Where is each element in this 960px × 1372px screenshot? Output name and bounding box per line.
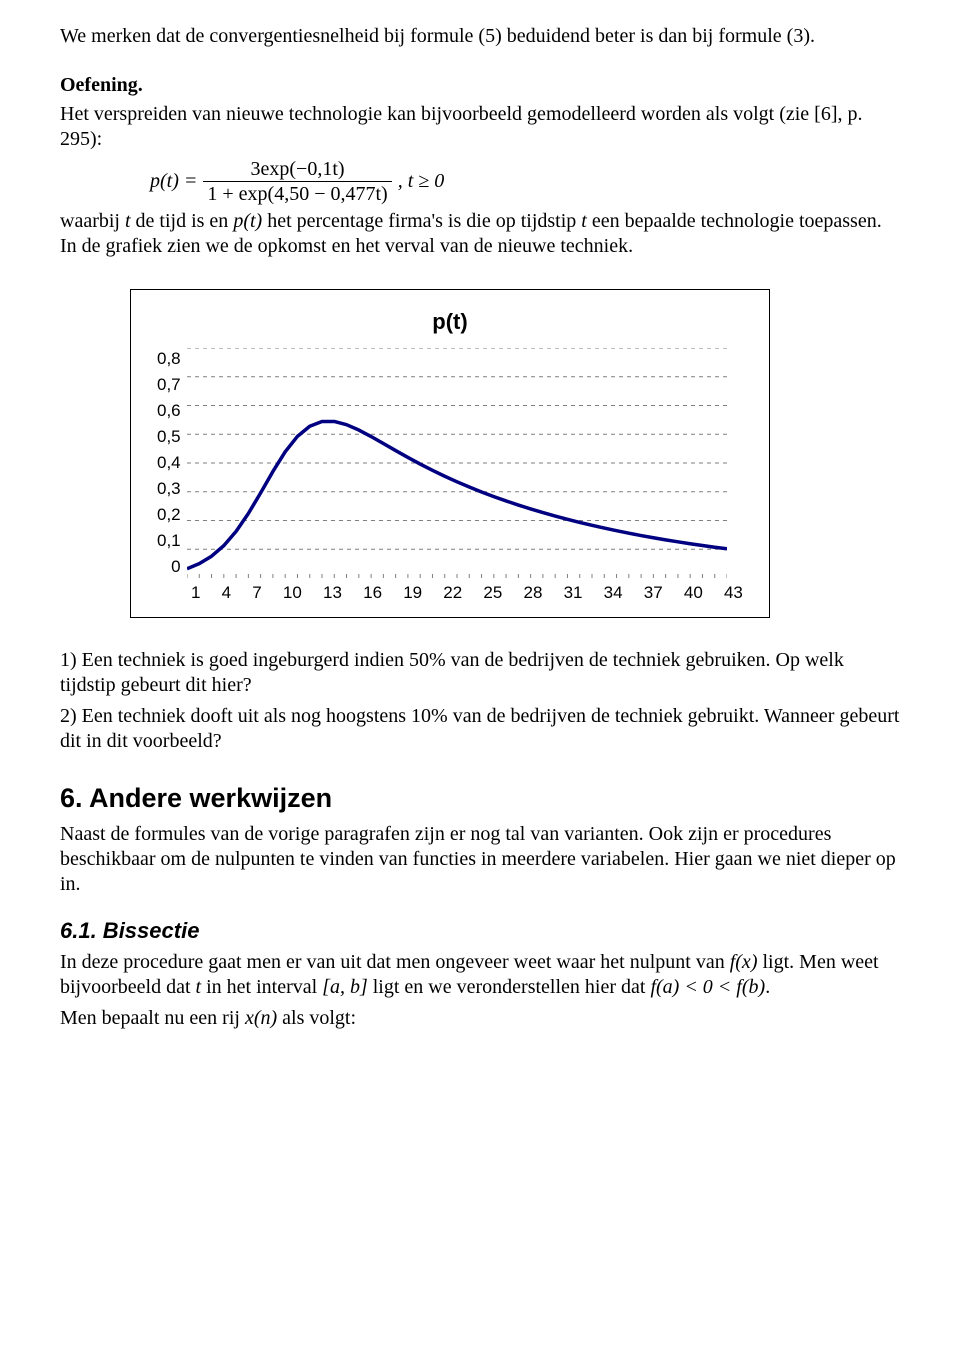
text: in het interval <box>201 976 322 998</box>
y-tick-label: 0 <box>171 556 180 577</box>
interval-ab: [a, b] <box>322 976 368 998</box>
var-fx: f(x) <box>730 951 758 973</box>
question-2: 2) Een techniek dooft uit als nog hoogst… <box>60 704 900 754</box>
y-tick-label: 0,7 <box>157 374 181 395</box>
exercise-heading: Oefening. <box>60 73 900 98</box>
section-6-paragraph: Naast de formules van de vorige paragraf… <box>60 822 900 897</box>
text: . <box>765 976 770 998</box>
formula-lhs: p(t) = <box>150 169 197 194</box>
formula-pt: p(t) = 3exp(−0,1t) 1 + exp(4,50 − 0,477t… <box>150 158 900 205</box>
x-tick-label: 4 <box>222 582 231 603</box>
y-tick-label: 0,3 <box>157 478 181 499</box>
x-tick-label: 16 <box>363 582 382 603</box>
intro-paragraph-3: waarbij t de tijd is en p(t) het percent… <box>60 209 900 259</box>
bissectie-paragraph-1: In deze procedure gaat men er van uit da… <box>60 950 900 1000</box>
section-6-heading: 6. Andere werkwijzen <box>60 782 900 816</box>
x-tick-label: 28 <box>523 582 542 603</box>
text: als volgt: <box>277 1007 356 1029</box>
text: ligt en we veronderstellen hier dat <box>368 976 651 998</box>
x-axis-labels: 1 47 10 13 16 19 22 25 28 31 34 37 40 43 <box>157 582 743 603</box>
x-tick-label: 34 <box>604 582 623 603</box>
text: In deze procedure gaat men er van uit da… <box>60 951 730 973</box>
spacer <box>60 55 900 73</box>
y-tick-label: 0,2 <box>157 504 181 525</box>
text: waarbij <box>60 210 125 232</box>
y-tick-label: 0,4 <box>157 452 181 473</box>
x-tick-label: 1 <box>191 582 200 603</box>
plot-svg <box>187 348 727 578</box>
intro-paragraph-1: We merken dat de convergentiesnelheid bi… <box>60 24 900 49</box>
y-tick-label: 0,5 <box>157 426 181 447</box>
var-xn: x(n) <box>245 1007 277 1029</box>
x-tick-label: 22 <box>443 582 462 603</box>
x-tick-label: 43 <box>724 582 743 603</box>
y-axis-labels: 0,8 0,7 0,6 0,5 0,4 0,3 0,2 0,1 0 <box>157 348 187 578</box>
y-tick-label: 0,6 <box>157 400 181 421</box>
plot-area <box>187 348 743 578</box>
var-pt: p(t) <box>233 210 262 232</box>
text: Men bepaalt nu een rij <box>60 1007 245 1029</box>
formula-numerator: 3exp(−0,1t) <box>247 158 349 180</box>
x-tick-label: 25 <box>483 582 502 603</box>
x-tick-label: 31 <box>564 582 583 603</box>
intro-paragraph-2: Het verspreiden van nieuwe technologie k… <box>60 102 900 152</box>
question-1: 1) Een techniek is goed ingeburgerd indi… <box>60 648 900 698</box>
x-tick-label: 10 <box>283 582 302 603</box>
inequality: f(a) < 0 < f(b) <box>650 976 765 998</box>
y-tick-label: 0,1 <box>157 530 181 551</box>
x-tick-label: 40 <box>684 582 703 603</box>
fraction-bar <box>203 181 391 182</box>
text: het percentage firma's is die op tijdsti… <box>262 210 581 232</box>
page: We merken dat de convergentiesnelheid bi… <box>0 0 960 1077</box>
chart-title: p(t) <box>157 308 743 336</box>
x-tick-label: 37 <box>644 582 663 603</box>
formula-denominator: 1 + exp(4,50 − 0,477t) <box>203 183 391 205</box>
y-tick-label: 0,8 <box>157 348 181 369</box>
formula-condition: , t ≥ 0 <box>398 169 445 194</box>
x-tick-label: 19 <box>403 582 422 603</box>
plot-row: 0,8 0,7 0,6 0,5 0,4 0,3 0,2 0,1 0 <box>157 348 743 578</box>
section-6-1-heading: 6.1. Bissectie <box>60 917 900 945</box>
formula-fraction: 3exp(−0,1t) 1 + exp(4,50 − 0,477t) <box>203 158 391 205</box>
x-tick-label: 13 <box>323 582 342 603</box>
x-tick-label: 7 <box>252 582 261 603</box>
text: de tijd is en <box>131 210 234 232</box>
bissectie-paragraph-2: Men bepaalt nu een rij x(n) als volgt: <box>60 1006 900 1031</box>
pt-chart-frame: p(t) 0,8 0,7 0,6 0,5 0,4 0,3 0,2 0,1 0 1 47 10 13 16… <box>130 289 770 618</box>
